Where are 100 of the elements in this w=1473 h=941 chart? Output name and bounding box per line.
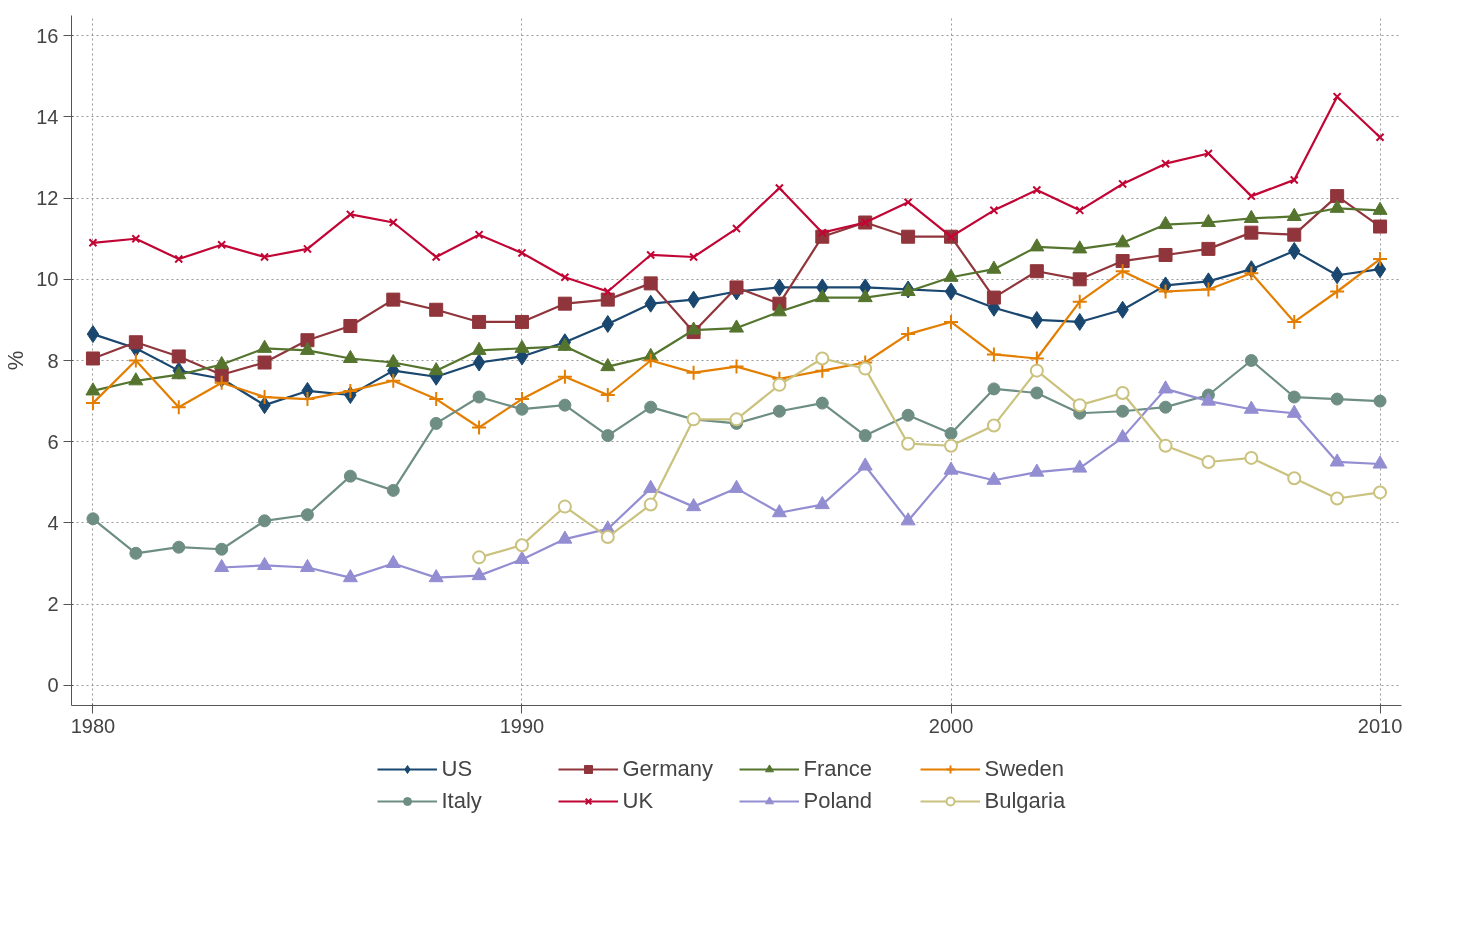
point xyxy=(557,530,573,544)
point xyxy=(1072,272,1087,287)
point xyxy=(557,296,572,311)
point xyxy=(943,313,960,330)
point xyxy=(429,416,443,430)
point xyxy=(599,387,616,403)
point xyxy=(944,438,959,453)
legend-label: Sweden xyxy=(984,756,1065,782)
point xyxy=(131,234,141,244)
y-tick-label: 10 xyxy=(36,268,59,291)
point xyxy=(174,254,184,264)
point xyxy=(901,229,916,244)
point xyxy=(1373,394,1387,408)
point xyxy=(1286,404,1302,418)
point xyxy=(1158,215,1174,230)
legend-label: France xyxy=(803,756,873,782)
point xyxy=(646,250,656,260)
point xyxy=(685,364,702,381)
y-tick-label: 16 xyxy=(36,24,59,47)
point xyxy=(986,260,1002,274)
x-tick-label: 2000 xyxy=(928,714,974,737)
point xyxy=(1072,398,1087,413)
legend-label: Bulgaria xyxy=(984,788,1067,814)
point xyxy=(1159,400,1173,414)
point xyxy=(600,358,616,372)
point xyxy=(858,361,873,376)
point xyxy=(343,319,358,333)
y-tick-label: 4 xyxy=(47,511,59,534)
point xyxy=(857,457,873,471)
point xyxy=(517,248,527,258)
point xyxy=(1075,205,1085,215)
point xyxy=(385,372,402,389)
point xyxy=(1372,455,1388,469)
point xyxy=(815,396,829,410)
point xyxy=(643,497,658,512)
point xyxy=(560,272,570,282)
point xyxy=(1201,454,1216,469)
point xyxy=(129,546,143,560)
point xyxy=(1329,283,1346,300)
point xyxy=(472,550,487,565)
point xyxy=(900,512,916,526)
point xyxy=(299,341,315,355)
point xyxy=(84,395,101,412)
point xyxy=(428,362,444,376)
point xyxy=(515,402,529,416)
point xyxy=(217,240,227,250)
point xyxy=(343,469,357,483)
point xyxy=(1115,385,1130,400)
point xyxy=(386,292,401,307)
point xyxy=(1372,251,1389,268)
y-tick-label: 14 xyxy=(36,105,59,128)
point xyxy=(1373,219,1388,234)
point xyxy=(1032,185,1042,195)
point xyxy=(171,366,187,380)
y-axis-title: % xyxy=(3,350,29,371)
point xyxy=(514,550,530,564)
point xyxy=(1200,281,1217,298)
point xyxy=(471,341,487,355)
point xyxy=(1243,400,1259,414)
point xyxy=(1115,234,1131,248)
point xyxy=(1286,313,1303,330)
point xyxy=(342,382,359,399)
point xyxy=(1203,148,1213,159)
point xyxy=(944,427,958,441)
point xyxy=(943,461,959,475)
point xyxy=(815,351,830,366)
point xyxy=(603,286,613,297)
point xyxy=(428,391,445,408)
point xyxy=(729,280,744,295)
point xyxy=(431,252,441,262)
legend-label: UK xyxy=(622,788,655,814)
y-tick-label: 2 xyxy=(47,593,59,616)
legend-label: Poland xyxy=(803,788,873,814)
point xyxy=(1373,260,1387,279)
point xyxy=(986,290,1001,305)
point xyxy=(128,372,144,386)
point xyxy=(1029,264,1044,279)
point xyxy=(600,530,615,545)
y-tick-label: 12 xyxy=(36,187,59,210)
point xyxy=(1246,191,1256,201)
point xyxy=(1330,491,1345,506)
point xyxy=(472,390,486,404)
point xyxy=(729,479,744,493)
point xyxy=(558,398,572,412)
point xyxy=(987,382,1001,396)
point xyxy=(1330,189,1345,204)
point xyxy=(472,353,486,372)
point xyxy=(300,508,314,522)
point xyxy=(257,556,273,571)
point xyxy=(1375,132,1385,142)
point xyxy=(1201,241,1216,256)
point xyxy=(771,303,787,317)
point xyxy=(257,355,272,370)
point xyxy=(1157,283,1174,300)
point xyxy=(86,512,100,526)
point xyxy=(1029,238,1045,252)
x-tick-label: 1990 xyxy=(499,714,545,737)
point xyxy=(1332,92,1342,102)
point xyxy=(944,282,958,301)
point xyxy=(257,339,273,353)
